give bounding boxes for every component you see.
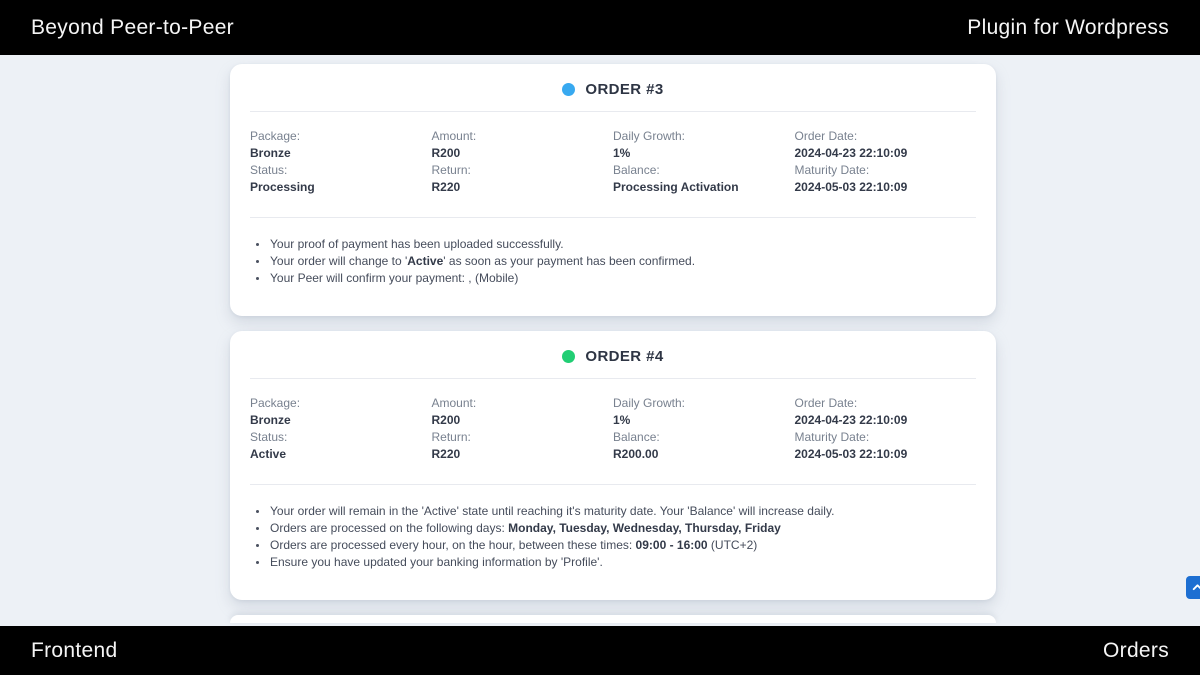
- field-value: 1%: [613, 146, 631, 160]
- note-item: Your order will change to 'Active' as so…: [269, 253, 976, 270]
- footer-right-label: Orders: [1103, 638, 1169, 662]
- field-label: Status:: [250, 430, 288, 444]
- detail-field: Order Date: 2024-04-23 22:10:09: [795, 395, 977, 429]
- order-details-grid: Package: Bronze Amount: R200 Daily Growth: 1%…: [250, 112, 976, 218]
- field-value: 2024-04-23 22:10:09: [794, 146, 908, 160]
- detail-field: Amount: R200: [432, 128, 614, 162]
- field-value: Bronze: [250, 146, 291, 160]
- field-label: Daily Growth:: [613, 129, 686, 143]
- order-card-header: ORDER #4: [250, 331, 976, 379]
- orders-column: ORDER #3 Package: Bronze Amount: R200 Daily G…: [230, 55, 996, 623]
- order-details-grid: Package: Bronze Amount: R200 Daily Growth: 1%…: [250, 379, 976, 485]
- detail-field: Package: Bronze: [250, 395, 432, 429]
- detail-field: Maturity Date: 2024-05-03 22:10:09: [795, 429, 977, 463]
- detail-field: Daily Growth: 1%: [613, 128, 795, 162]
- detail-field: Maturity Date: 2024-05-03 22:10:09: [795, 162, 977, 196]
- note-text: 09:00 - 16:00: [635, 538, 708, 552]
- field-label: Balance:: [613, 430, 660, 444]
- note-text: Orders are processed every hour, on the …: [270, 538, 636, 552]
- note-text: Active: [407, 254, 444, 268]
- note-text: Ensure you have updated your banking inf…: [270, 555, 603, 569]
- order-notes: Your proof of payment has been uploaded …: [250, 218, 976, 316]
- field-label: Order Date:: [794, 396, 858, 410]
- order-status-dot-icon: [562, 350, 576, 363]
- detail-field: Balance: R200.00: [613, 429, 795, 463]
- detail-field: Balance: Processing Activation: [613, 162, 795, 196]
- field-value: 2024-05-03 22:10:09: [794, 180, 908, 194]
- order-status-dot-icon: [562, 83, 576, 96]
- field-label: Package:: [250, 396, 301, 410]
- field-value: Active: [250, 447, 287, 461]
- orders-list: ORDER #3 Package: Bronze Amount: R200 Daily G…: [230, 64, 996, 600]
- field-value: R200.00: [613, 447, 659, 461]
- header-subtitle: Plugin for Wordpress: [967, 15, 1169, 39]
- note-text: Your order will change to ': [270, 254, 408, 268]
- note-text: Orders are processed on the following da…: [270, 521, 509, 535]
- note-item: Orders are processed on the following da…: [269, 520, 976, 537]
- field-value: 2024-04-23 22:10:09: [794, 413, 908, 427]
- field-value: Bronze: [250, 413, 291, 427]
- detail-field: Package: Bronze: [250, 128, 432, 162]
- field-label: Return:: [431, 430, 471, 444]
- order-title: ORDER #4: [585, 348, 664, 365]
- field-label: Package:: [250, 129, 301, 143]
- field-label: Amount:: [431, 129, 477, 143]
- app-title: Beyond Peer-to-Peer: [31, 15, 234, 39]
- field-label: Return:: [431, 163, 471, 177]
- note-text: (UTC+2): [707, 538, 758, 552]
- order-card-header: ORDER #3: [250, 64, 976, 112]
- note-text: ' as soon as your payment has been confi…: [443, 254, 696, 268]
- field-label: Amount:: [431, 396, 477, 410]
- detail-field: Status: Active: [250, 429, 432, 463]
- field-label: Maturity Date:: [794, 430, 870, 444]
- field-value: Processing: [250, 180, 315, 194]
- order-title: ORDER #3: [585, 81, 664, 98]
- detail-field: Return: R220: [432, 429, 614, 463]
- note-text: Your proof of payment has been uploaded …: [270, 237, 564, 251]
- note-item: Orders are processed every hour, on the …: [269, 537, 976, 554]
- detail-field: Status: Processing: [250, 162, 432, 196]
- note-text: Your order will remain in the 'Active' s…: [270, 504, 835, 518]
- scroll-to-top-button[interactable]: [1186, 576, 1200, 599]
- note-text: Monday, Tuesday, Wednesday, Thursday, Fr…: [508, 521, 781, 535]
- detail-field: Daily Growth: 1%: [613, 395, 795, 429]
- note-text: Your Peer will confirm your payment: , (…: [270, 271, 519, 285]
- field-label: Balance:: [613, 163, 660, 177]
- field-value: R200: [431, 413, 461, 427]
- partial-next-order-card: [230, 615, 996, 623]
- field-label: Order Date:: [794, 129, 858, 143]
- field-label: Maturity Date:: [794, 163, 870, 177]
- field-value: R220: [431, 447, 461, 461]
- field-value: R220: [431, 180, 461, 194]
- field-value: Processing Activation: [613, 180, 739, 194]
- detail-field: Return: R220: [432, 162, 614, 196]
- note-item: Your proof of payment has been uploaded …: [269, 236, 976, 253]
- detail-field: Order Date: 2024-04-23 22:10:09: [795, 128, 977, 162]
- field-value: 2024-05-03 22:10:09: [794, 447, 908, 461]
- field-value: 1%: [613, 413, 631, 427]
- field-value: R200: [431, 146, 461, 160]
- top-bar: Beyond Peer-to-Peer Plugin for Wordpress: [0, 0, 1200, 55]
- order-card: ORDER #3 Package: Bronze Amount: R200 Daily G…: [230, 64, 996, 316]
- field-label: Status:: [250, 163, 288, 177]
- footer-left-label: Frontend: [31, 638, 118, 662]
- note-item: Your Peer will confirm your payment: , (…: [269, 270, 976, 287]
- bottom-bar: Frontend Orders: [0, 626, 1200, 675]
- field-label: Daily Growth:: [613, 396, 686, 410]
- order-card: ORDER #4 Package: Bronze Amount: R200 Daily G…: [230, 331, 996, 600]
- detail-field: Amount: R200: [432, 395, 614, 429]
- note-item: Your order will remain in the 'Active' s…: [269, 503, 976, 520]
- chevron-up-icon: [1192, 584, 1200, 591]
- order-notes: Your order will remain in the 'Active' s…: [250, 485, 976, 600]
- note-item: Ensure you have updated your banking inf…: [269, 554, 976, 571]
- content-area: ORDER #3 Package: Bronze Amount: R200 Daily G…: [0, 55, 1200, 626]
